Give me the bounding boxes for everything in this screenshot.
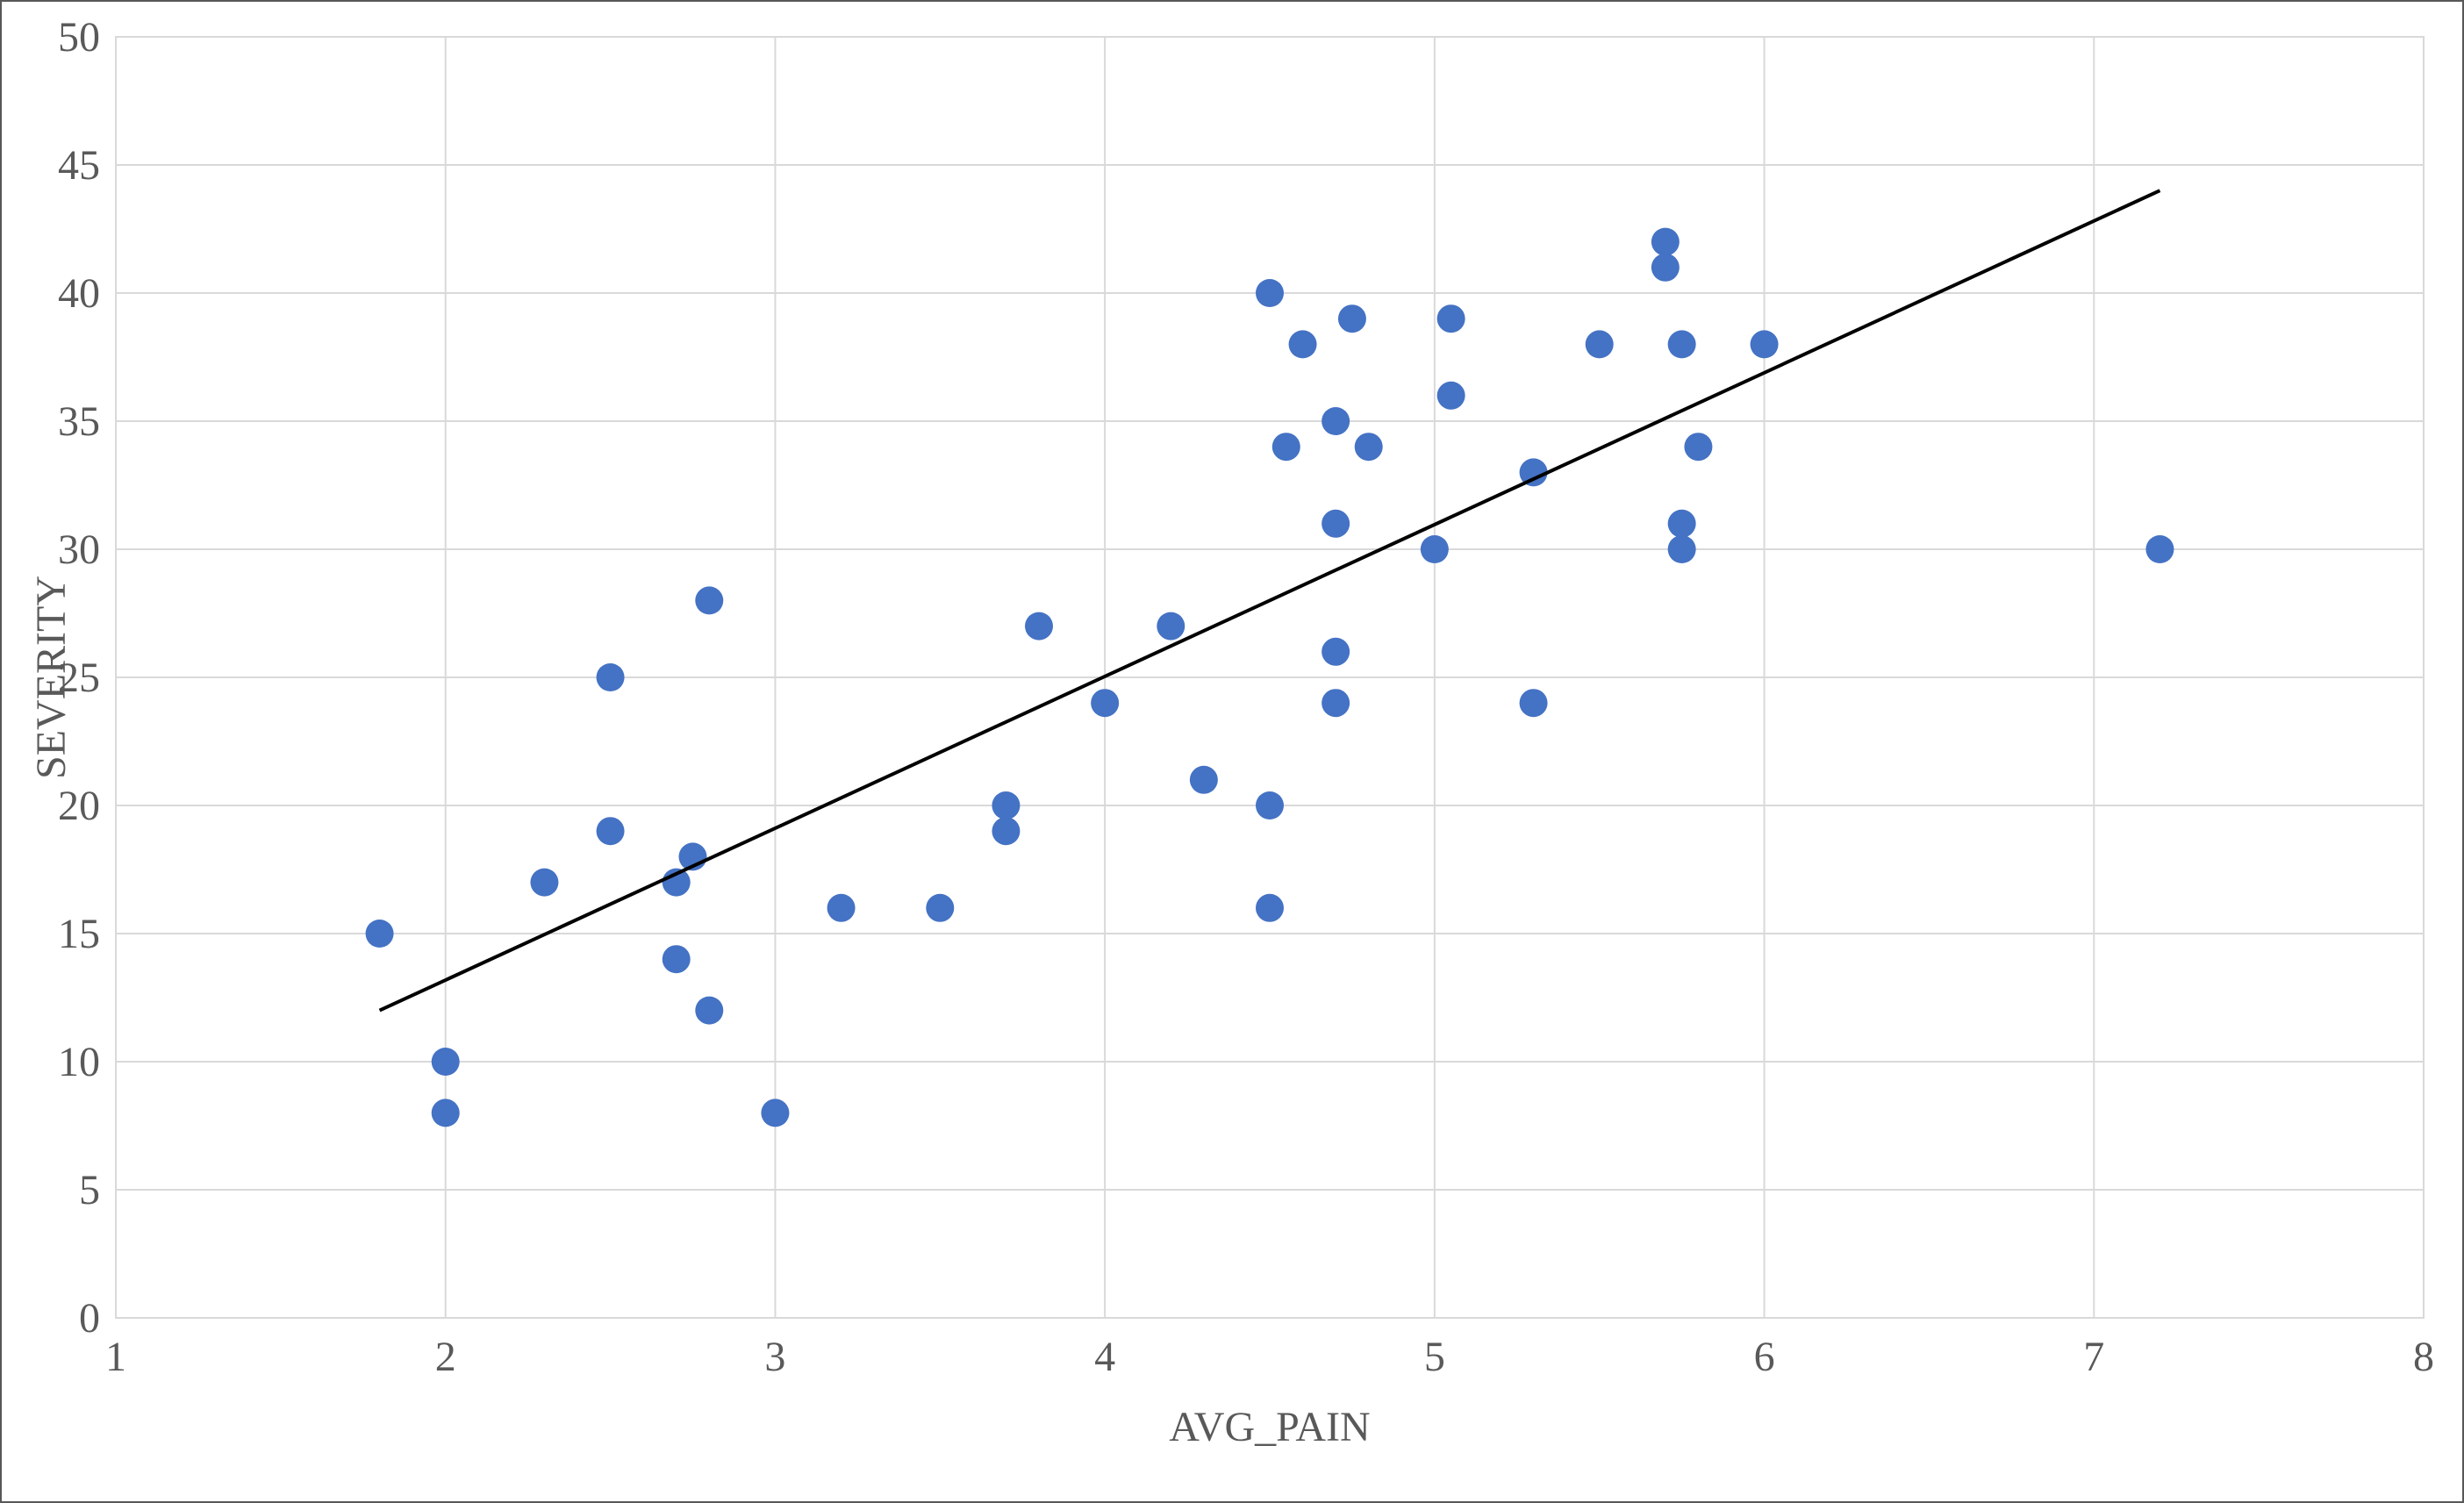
- x-tick-label: 2: [435, 1334, 456, 1380]
- y-tick-label: 30: [58, 526, 100, 573]
- data-point: [432, 1048, 460, 1076]
- y-axis-title: SEVERITY: [28, 576, 75, 779]
- y-tick-label: 35: [58, 398, 100, 445]
- data-point: [1355, 433, 1383, 461]
- data-point: [926, 894, 954, 922]
- data-point: [597, 663, 625, 691]
- data-point: [2145, 535, 2174, 563]
- scatter-chart: 1234567805101520253035404550AVG_PAINSEVE…: [19, 19, 2448, 1487]
- data-point: [992, 817, 1020, 845]
- data-point: [1437, 382, 1465, 410]
- data-point: [1322, 407, 1350, 435]
- data-point: [1684, 433, 1712, 461]
- data-point: [432, 1099, 460, 1127]
- data-point: [827, 894, 856, 922]
- y-tick-label: 45: [58, 142, 100, 189]
- data-point: [1668, 330, 1696, 358]
- x-tick-label: 1: [105, 1334, 126, 1380]
- y-tick-label: 10: [58, 1039, 100, 1085]
- x-tick-label: 8: [2413, 1334, 2434, 1380]
- y-tick-label: 50: [58, 19, 100, 61]
- data-point: [366, 920, 394, 948]
- data-point: [1256, 279, 1284, 307]
- y-tick-label: 20: [58, 783, 100, 829]
- data-point: [1289, 330, 1317, 358]
- chart-container: 1234567805101520253035404550AVG_PAINSEVE…: [0, 0, 2464, 1503]
- y-tick-label: 5: [79, 1167, 100, 1213]
- data-point: [1421, 535, 1449, 563]
- data-point: [695, 997, 723, 1025]
- data-point: [1668, 510, 1696, 538]
- data-point: [1322, 638, 1350, 666]
- data-point: [1256, 791, 1284, 819]
- y-tick-label: 15: [58, 911, 100, 957]
- data-point: [1437, 304, 1465, 333]
- data-point: [992, 791, 1020, 819]
- data-point: [1025, 612, 1053, 641]
- data-point: [530, 869, 558, 897]
- data-point: [1520, 689, 1548, 717]
- data-point: [761, 1099, 789, 1127]
- data-point: [663, 945, 691, 973]
- y-tick-label: 40: [58, 270, 100, 317]
- data-point: [1322, 689, 1350, 717]
- x-tick-label: 6: [1754, 1334, 1775, 1380]
- data-point: [597, 817, 625, 845]
- data-point: [1157, 612, 1185, 641]
- data-point: [1751, 330, 1779, 358]
- data-point: [1668, 535, 1696, 563]
- x-tick-label: 3: [764, 1334, 785, 1380]
- data-point: [1651, 254, 1680, 282]
- data-point: [695, 586, 723, 614]
- data-point: [1651, 228, 1680, 256]
- data-point: [1322, 510, 1350, 538]
- data-point: [1338, 304, 1366, 333]
- x-axis-title: AVG_PAIN: [1169, 1404, 1370, 1450]
- x-tick-label: 4: [1094, 1334, 1115, 1380]
- data-point: [1256, 894, 1284, 922]
- data-point: [1586, 330, 1614, 358]
- x-tick-label: 5: [1424, 1334, 1445, 1380]
- data-point: [1190, 766, 1218, 794]
- data-point: [1272, 433, 1300, 461]
- data-point: [1091, 689, 1119, 717]
- x-tick-label: 7: [2083, 1334, 2104, 1380]
- y-tick-label: 0: [79, 1295, 100, 1342]
